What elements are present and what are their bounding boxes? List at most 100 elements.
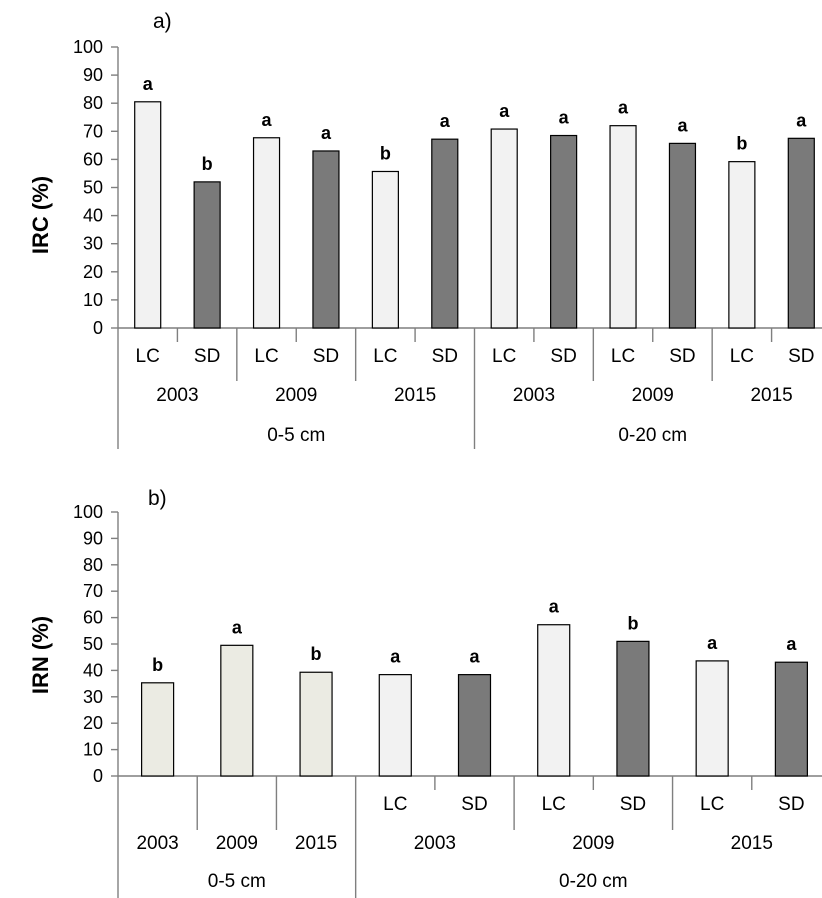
panel-a-bar [371,170,399,329]
panel-a-y-tick-label: 20 [83,262,103,282]
panel-a-treatment-label: SD [313,346,339,367]
panel-a-treatment-label: LC [373,346,397,367]
panel-a-year-label: 2009 [275,385,317,406]
panel-b-year-label: 2009 [216,833,258,854]
panel-a-significance-label: b [736,134,747,154]
panel-b-year-label: 2003 [414,833,456,854]
panel-b-treatment-label: LC [383,794,407,815]
panel-a-bar [550,134,578,329]
panel-b-bar [141,682,175,777]
panel-a-bar [431,138,459,329]
panel-a-year-label: 2009 [632,385,674,406]
panel-b-y-tick-label: 100 [73,502,103,522]
panel-b-bar [616,640,650,777]
panel-a-treatment-label: SD [432,346,458,367]
panel-a-significance-label: a [559,108,570,128]
panel-b-y-axis-title: IRN (%) [28,616,53,694]
panel-b-bar [774,661,808,777]
panel-a-significance-label: b [202,154,213,174]
panel-b-y-tick-label: 70 [83,581,103,601]
panel-a-y-tick-label: 40 [83,206,103,226]
panel-a-significance-label: a [143,74,154,94]
panel-b-treatment-label: SD [778,794,804,815]
panel-b-y-tick-label: 20 [83,713,103,733]
panel-b-year-label: 2003 [136,833,178,854]
panel-a-bar [312,150,340,329]
panel-b-significance-label: b [311,644,322,664]
panel-b-significance-label: a [707,633,718,653]
panel-b-y-tick-label: 0 [93,766,103,786]
panel-b-significance-label: b [152,655,163,675]
panel-b-y-tick-label: 40 [83,660,103,680]
panel-a-year-label: 2003 [513,385,555,406]
panel-a-bar [134,101,162,329]
panel-a-significance-label: a [618,98,629,118]
panel-b-treatment-label: LC [542,794,566,815]
panel-b-bar [695,660,729,777]
panel-b-y-tick-label: 60 [83,608,103,628]
panel-a-year-label: 2015 [750,385,792,406]
panel-a-chart: a) IRC (%) 0 10 20 30 40 50 60 70 80 90 100 a LC b SD a… [28,10,822,449]
panel-a-significance-label: a [321,123,332,143]
panel-b-significance-label: a [390,647,401,667]
panel-a-bar [728,161,756,329]
panel-a-bar [668,142,697,329]
panel-a-treatment-label: LC [492,346,516,367]
panel-a-year-label: 2015 [394,385,436,406]
panel-a-treatment-label: LC [730,346,754,367]
panel-a-treatment-label: LC [136,346,160,367]
panel-b-treatment-label: SD [461,794,487,815]
panel-b-significance-label: a [469,647,480,667]
panel-b-year-label: 2009 [572,833,614,854]
panel-a-significance-label: a [796,110,807,130]
panel-b-treatment-label: SD [620,794,646,815]
panel-a-treatment-label: SD [669,346,695,367]
panel-a-y-axis-title: IRC (%) [28,176,53,254]
panel-b-significance-label: b [627,613,638,633]
panel-a-bar [193,181,221,329]
panel-a-y-tick-label: 0 [93,318,103,338]
panel-b-y-tick-label: 30 [83,687,103,707]
panel-b-chart: b) IRN (%) 0 10 20 30 40 50 60 70 80 90 100 b a b a LC a… [28,487,822,898]
panel-a-treatment-label: SD [550,346,576,367]
panel-a-significance-label: a [499,101,510,121]
panel-b-label: b) [148,487,167,510]
panel-a-depth-label: 0-20 cm [618,425,687,446]
panel-a-significance-label: a [440,111,451,131]
panel-a-y-tick-label: 70 [83,121,103,141]
panel-a-y-tick-label: 100 [73,37,103,57]
panel-b-depth-label: 0-5 cm [208,871,266,892]
panel-a-label: a) [153,10,172,33]
panel-b-bar [299,671,333,777]
panel-b-year-label: 2015 [731,833,773,854]
panel-b-significance-label: a [232,617,243,637]
panel-a-significance-label: a [262,110,273,130]
panel-a-treatment-label: LC [611,346,635,367]
panel-b-bar [378,674,412,777]
panel-a-treatment-label: SD [788,346,814,367]
panel-a-bar [609,125,637,329]
panel-a-depth-label: 0-5 cm [267,425,325,446]
panel-a-treatment-label: LC [254,346,278,367]
panel-b-year-label: 2015 [295,833,337,854]
panel-a-y-tick-label: 10 [83,290,103,310]
panel-b-bar [537,624,571,777]
panel-a-bar [252,137,281,329]
panel-a-treatment-label: SD [194,346,220,367]
panel-b-significance-label: a [549,597,560,617]
panel-a-y-tick-label: 50 [83,178,103,198]
panel-b-bar [457,674,492,777]
panel-b-y-tick-label: 90 [83,528,103,548]
panel-a-y-tick-label: 90 [83,65,103,85]
panel-a-year-label: 2003 [156,385,198,406]
panel-b-y-tick-label: 80 [83,555,103,575]
panel-b-bar [220,644,254,777]
panel-b-treatment-label: LC [700,794,724,815]
panel-a-bar [490,128,518,329]
panel-a-significance-label: a [677,115,688,135]
panel-a-bar [787,137,815,329]
panel-b-y-tick-label: 50 [83,634,103,654]
panel-a-y-tick-label: 30 [83,234,103,254]
panel-b-y-tick-label: 10 [83,740,103,760]
